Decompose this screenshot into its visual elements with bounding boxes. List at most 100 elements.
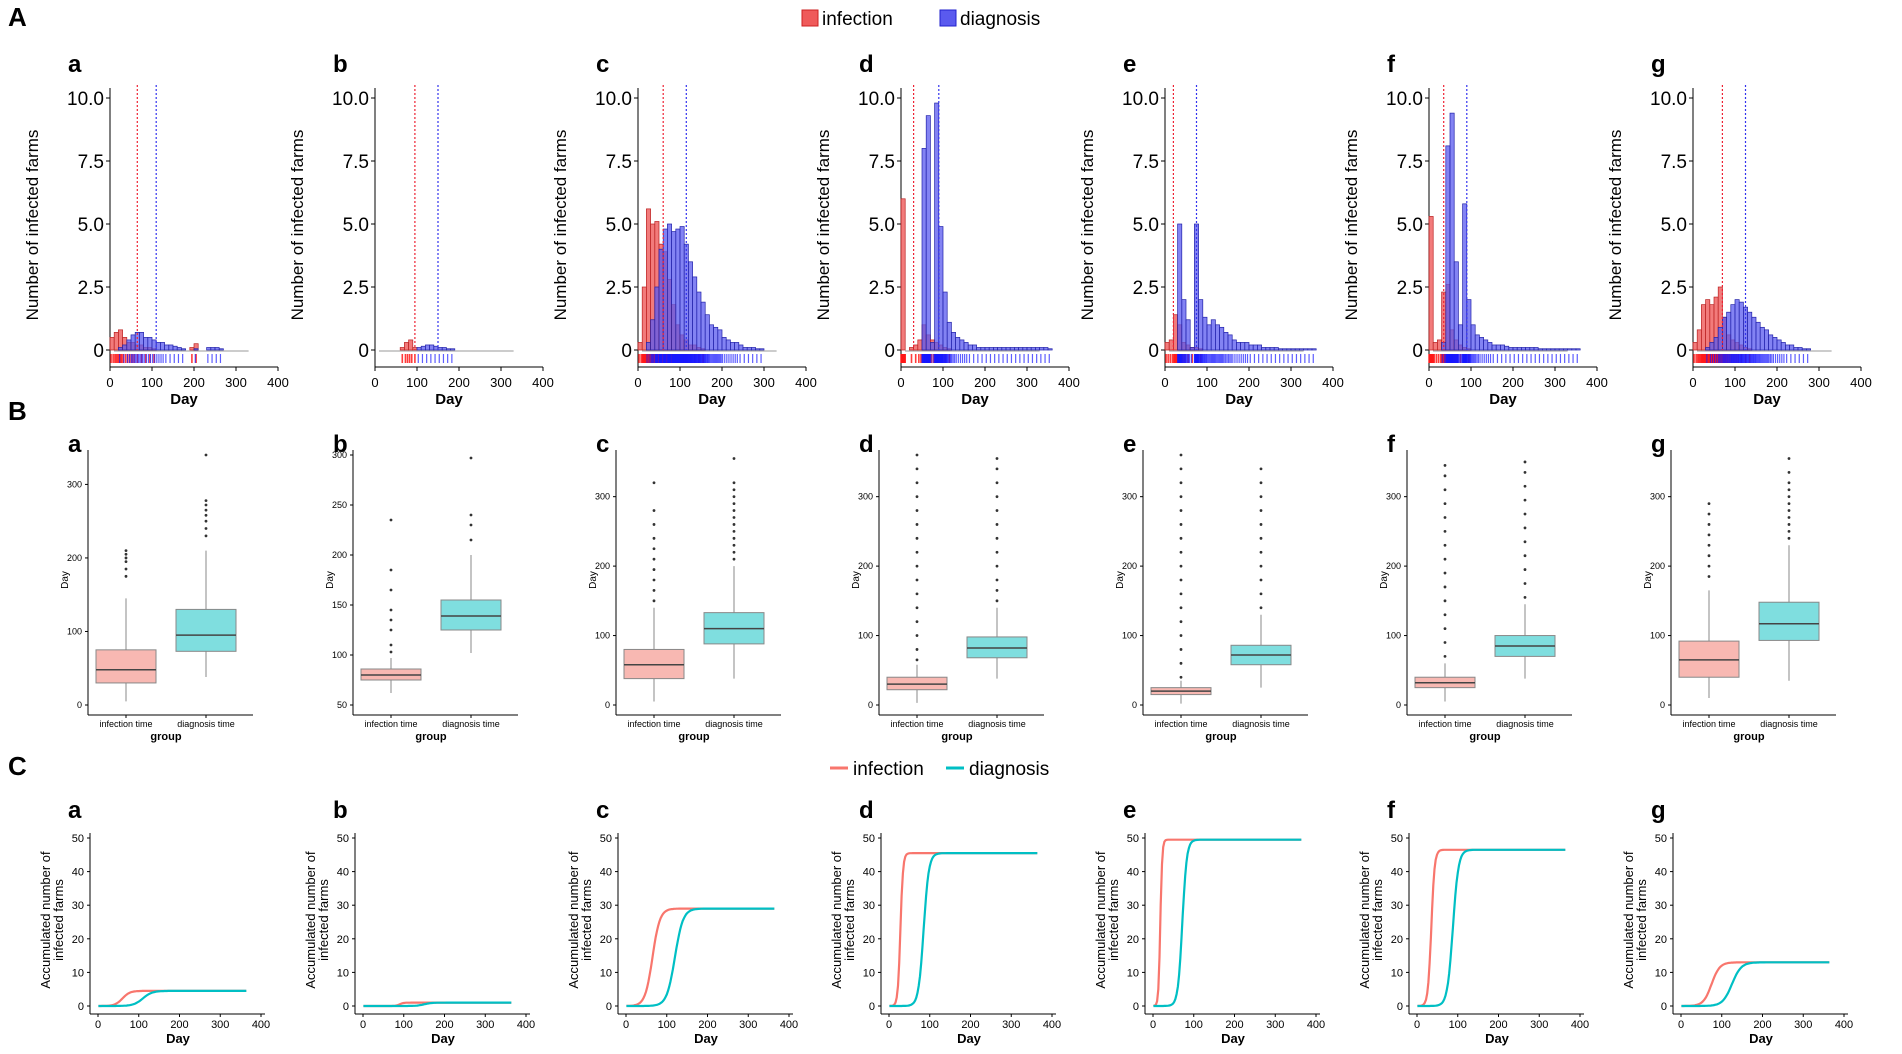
bar-diagnosis bbox=[1495, 344, 1501, 351]
y-tick-label: 300 bbox=[1122, 492, 1137, 502]
y-axis-title-line1: Accumulated number of bbox=[303, 851, 318, 989]
x-tick-label: 400 bbox=[517, 1019, 535, 1031]
y-tick-label: 7.5 bbox=[78, 152, 104, 173]
outlier-point bbox=[1179, 481, 1183, 485]
y-tick-label: 5.0 bbox=[869, 215, 895, 236]
curve-infection bbox=[1681, 961, 1830, 1008]
x-tick-label: 0 bbox=[1425, 375, 1432, 390]
y-axis-title-line1: Accumulated number of bbox=[38, 851, 53, 989]
curve-diagnosis bbox=[1153, 838, 1302, 1008]
bar-diagnosis bbox=[1533, 347, 1539, 351]
bar-diagnosis bbox=[1311, 348, 1317, 351]
x-axis-title: Day bbox=[166, 1031, 191, 1046]
x-tick-label: 300 bbox=[476, 1019, 494, 1031]
y-tick-label: 5.0 bbox=[1397, 215, 1423, 236]
bar-infection bbox=[1701, 304, 1706, 351]
panel-label-a-b: b bbox=[333, 51, 348, 78]
y-tick-label: 7.5 bbox=[869, 152, 895, 173]
outlier-point bbox=[1787, 516, 1791, 519]
bar-infection bbox=[637, 342, 643, 351]
bar-diagnosis bbox=[1219, 326, 1225, 351]
bar-infection bbox=[646, 208, 651, 351]
outlier-point bbox=[1179, 453, 1183, 457]
bar-diagnosis bbox=[214, 347, 220, 351]
bar-diagnosis bbox=[450, 348, 456, 351]
row-b-boxplots: Ba 0 100 200 300 Day infection time diagnosis t… bbox=[8, 396, 1836, 743]
curve-diagnosis bbox=[889, 852, 1038, 1008]
y-tick-label: 2.5 bbox=[343, 278, 369, 299]
panel-label-b-g: g bbox=[1651, 431, 1666, 458]
outlier-point bbox=[1443, 654, 1447, 658]
bar-diagnosis bbox=[988, 347, 994, 351]
outlier-point bbox=[1179, 467, 1183, 471]
y-tick-label: 50 bbox=[600, 833, 612, 845]
x-tick-label: 100 bbox=[130, 1019, 148, 1031]
y-tick-label: 10 bbox=[1655, 967, 1667, 979]
bar-diagnosis bbox=[1177, 223, 1183, 351]
x-tick-label: 100 bbox=[669, 375, 691, 390]
outlier-point bbox=[1259, 564, 1263, 568]
y-tick-label: 50 bbox=[337, 833, 349, 845]
bar-diagnosis bbox=[1780, 342, 1786, 351]
y-tick-label: 0 bbox=[358, 341, 369, 362]
x-tick-label: 400 bbox=[1835, 1019, 1853, 1031]
outlier-point bbox=[732, 457, 736, 460]
outlier-point bbox=[1707, 523, 1711, 526]
outlier-point bbox=[1443, 585, 1447, 589]
bar-diagnosis bbox=[725, 339, 731, 351]
bar-diagnosis bbox=[1797, 347, 1803, 351]
bar-diagnosis bbox=[1303, 348, 1309, 351]
bar-diagnosis bbox=[1793, 347, 1799, 351]
outlier-point bbox=[652, 536, 656, 540]
bar-diagnosis bbox=[1730, 304, 1736, 351]
bar-diagnosis bbox=[1261, 347, 1267, 351]
x-tick-label: 200 bbox=[1766, 375, 1788, 390]
rug-marks bbox=[401, 354, 453, 363]
y-axis-title: Day bbox=[325, 571, 336, 589]
x-tick-label: 0 bbox=[106, 375, 113, 390]
outlier-point bbox=[1707, 502, 1711, 506]
y-axis-title: Number of infected farms bbox=[1342, 130, 1361, 321]
bar-diagnosis bbox=[429, 344, 435, 351]
bar-diagnosis bbox=[1709, 342, 1715, 351]
y-tick-label: 0 bbox=[1148, 341, 1159, 362]
bar-diagnosis bbox=[1215, 324, 1220, 351]
outlier-point bbox=[915, 481, 919, 485]
y-tick-label: 10 bbox=[337, 967, 349, 979]
panel-label-a-f: f bbox=[1387, 51, 1396, 78]
bar-diagnosis bbox=[721, 337, 727, 351]
outlier-point bbox=[1523, 460, 1527, 464]
bar-diagnosis bbox=[1240, 342, 1246, 351]
x-axis-title: Day bbox=[1221, 1031, 1246, 1046]
outlier-point bbox=[652, 547, 656, 551]
y-tick-label: 20 bbox=[1391, 934, 1403, 946]
outlier-point bbox=[915, 620, 919, 624]
curve-infection bbox=[626, 907, 775, 1007]
bar-diagnosis bbox=[122, 344, 128, 351]
y-axis-title: Number of infected farms bbox=[288, 130, 307, 321]
x-tick-label: 300 bbox=[1002, 1019, 1020, 1031]
y-axis-title: Day bbox=[588, 571, 599, 589]
bar-diagnosis bbox=[151, 339, 157, 351]
outlier-point bbox=[915, 523, 919, 526]
box-infection-time bbox=[1150, 453, 1212, 704]
outlier-point bbox=[995, 467, 999, 471]
bar-diagnosis bbox=[1462, 203, 1468, 351]
box-diagnosis-time bbox=[966, 457, 1028, 679]
bar-diagnosis bbox=[938, 226, 944, 351]
outlier-point bbox=[1259, 606, 1263, 610]
y-tick-label: 30 bbox=[1655, 900, 1667, 912]
bar-infection bbox=[113, 332, 119, 351]
histogram-panel-g: g 0 2.5 5.0 7.5 10.0 0 100 200 300 400 Day Number of… bbox=[1606, 51, 1872, 408]
box-infection-time bbox=[623, 481, 685, 702]
curve-infection bbox=[889, 852, 1038, 1008]
outlier-point bbox=[124, 556, 128, 560]
box-diagnosis-time bbox=[1230, 467, 1292, 688]
x-tick-label: 400 bbox=[1043, 1019, 1061, 1031]
outlier-point bbox=[1787, 495, 1791, 499]
x-tick-label: 300 bbox=[1266, 1019, 1284, 1031]
x-tick-label: diagnosis time bbox=[705, 719, 763, 729]
box-diagnosis-time bbox=[703, 457, 765, 679]
y-tick-label: 5.0 bbox=[606, 215, 632, 236]
bar-infection bbox=[399, 347, 405, 351]
